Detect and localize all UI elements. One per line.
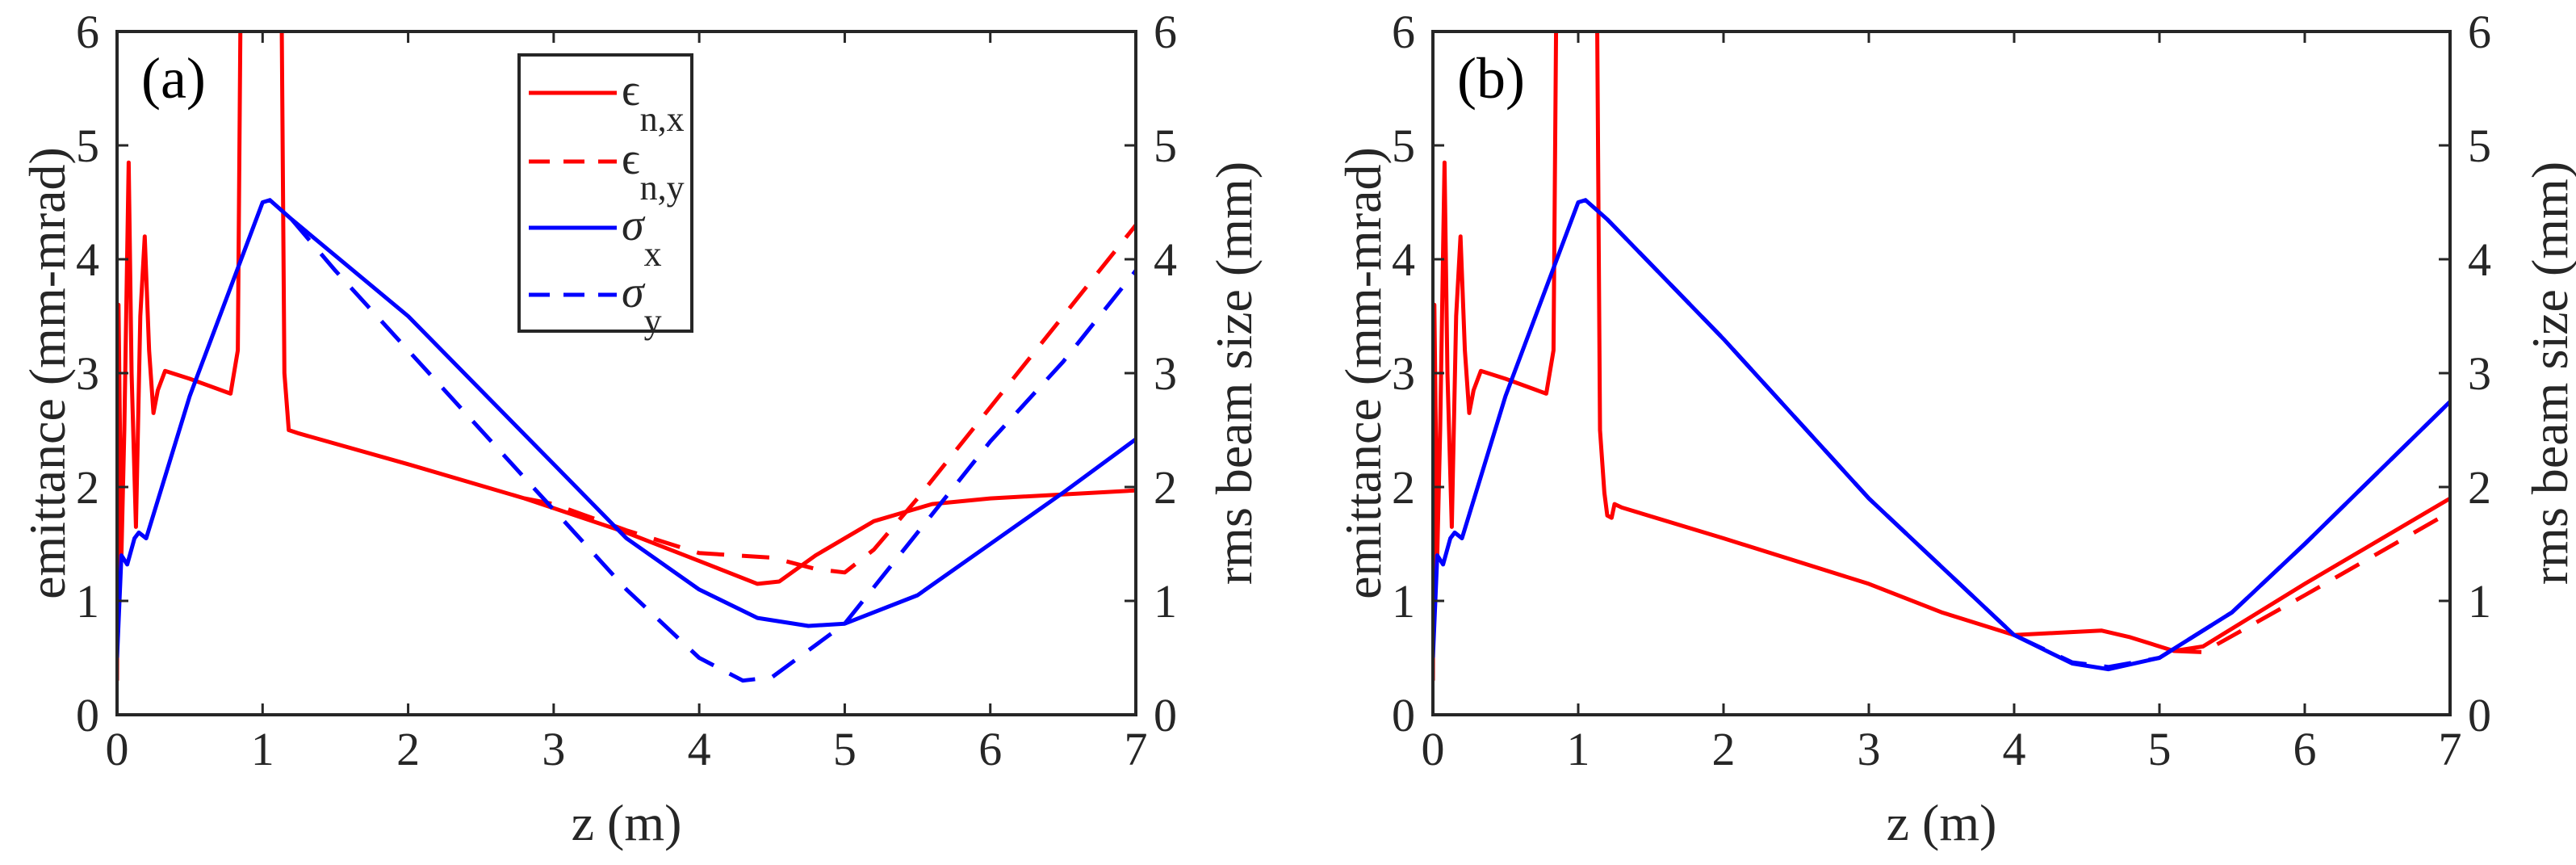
y-tick-label-right: 4 [1154,233,1177,286]
x-tick-label: 7 [2439,723,2462,775]
legend-subscript: x [644,234,662,274]
panel-b: 0 1 2 3 4 5 6 70 01 12 23 34 45 56 6z (m)emittance (mm… [1334,6,2576,851]
y-tick-label-right: 6 [1154,6,1177,58]
x-tick-label: 5 [2148,723,2172,775]
y-tick-label-right: 1 [1154,575,1177,628]
legend-symbol: σ [622,200,646,250]
y-tick-label-left: 3 [76,347,99,400]
panel-label: (a) [141,46,206,111]
x-tick-label: 4 [688,723,711,775]
x-axis-label: z (m) [572,794,682,851]
x-tick-label: 6 [2293,723,2317,775]
legend-subscript: y [644,301,662,341]
legend-subscript: n,x [640,99,685,139]
y-tick-label-right: 1 [2468,575,2491,628]
legend-symbol: ϵ [622,65,640,115]
legend-symbol: ϵ [622,134,640,184]
x-tick-label: 0 [1422,723,1445,775]
y-tick-label-left: 5 [76,120,99,172]
panel-a: 0 1 2 3 4 5 6 70 01 12 23 34 45 56 6z (m)emittance (mm… [19,6,1263,851]
y-tick-label-left: 2 [76,461,99,514]
series-sigma-y [290,217,1136,683]
y-tick-label-left: 4 [76,233,99,286]
y-tick-label-right: 4 [2468,233,2491,286]
y-axis-label-right: rms beam size (mm) [1205,162,1263,585]
x-tick-label: 1 [1567,723,1590,775]
x-tick-label: 5 [833,723,857,775]
x-tick-label: 4 [2003,723,2026,775]
x-tick-label: 0 [106,723,129,775]
x-tick-label: 2 [396,723,420,775]
x-tick-label: 3 [1858,723,1881,775]
y-tick-label-left: 4 [1392,233,1415,286]
legend-label: σx [622,200,662,274]
x-tick-label: 1 [251,723,274,775]
y-tick-label-right: 2 [2468,461,2491,514]
series-group [1433,31,2450,681]
series-eps-n-x [1433,31,2450,681]
y-axis-label-left: emittance (mm-mrad) [19,147,76,599]
y-tick-label-right: 0 [2468,689,2491,741]
series-sigma-y [1606,217,2450,670]
y-tick-label-left: 0 [76,689,99,741]
y-tick-label-left: 1 [1392,575,1415,628]
series-group [117,31,1136,683]
legend-label: σy [622,267,662,341]
y-tick-label-left: 6 [1392,6,1415,58]
x-tick-label: 7 [1125,723,1148,775]
y-tick-label-left: 1 [76,575,99,628]
y-tick-label-left: 0 [1392,689,1415,741]
y-tick-label-right: 0 [1154,689,1177,741]
x-tick-label: 6 [978,723,1002,775]
y-tick-label-right: 5 [2468,120,2491,172]
legend-label: ϵn,x [622,65,685,139]
panel-label: (b) [1457,46,1525,111]
y-tick-label-left: 5 [1392,120,1415,172]
y-tick-label-left: 6 [76,6,99,58]
x-tick-label: 2 [1712,723,1736,775]
y-tick-label-right: 6 [2468,6,2491,58]
y-axis-label-right: rms beam size (mm) [2521,162,2576,585]
y-tick-label-right: 3 [2468,347,2491,400]
y-tick-label-right: 3 [1154,347,1177,400]
series-eps-n-y [2173,510,2450,654]
y-axis-label-left: emittance (mm-mrad) [1334,147,1392,599]
y-tick-label-right: 5 [1154,120,1177,172]
y-tick-label-left: 3 [1392,347,1415,400]
y-tick-label-left: 2 [1392,461,1415,514]
legend-label: ϵn,y [622,134,685,208]
legend-symbol: σ [622,267,646,317]
x-axis-label: z (m) [1887,794,1997,851]
x-tick-label: 3 [542,723,565,775]
series-eps-n-x [117,31,1136,681]
legend-box [517,53,693,333]
y-tick-label-right: 2 [1154,461,1177,514]
legend-subscript: n,y [640,168,685,208]
series-sigma-x [117,198,1136,658]
